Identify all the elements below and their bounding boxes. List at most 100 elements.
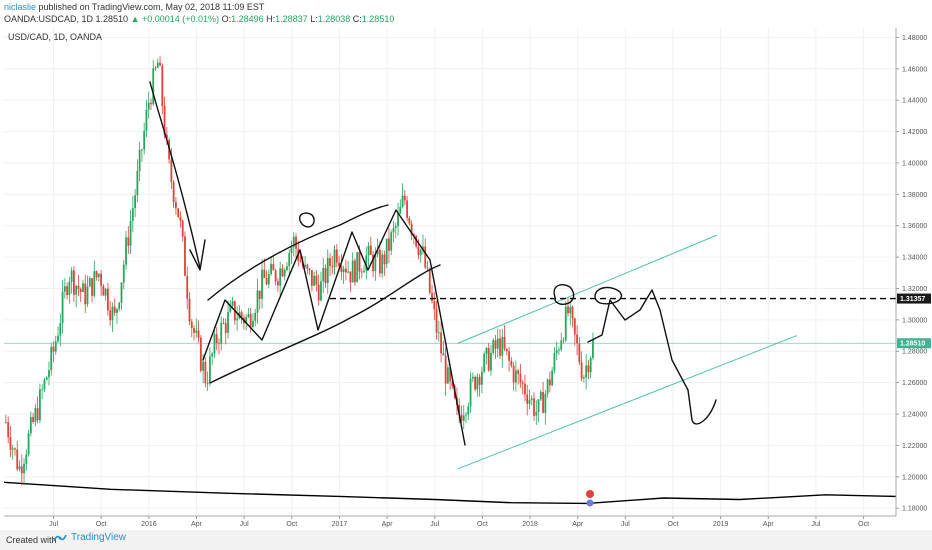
candle-body <box>23 463 25 474</box>
y-tick-label: 1.22000 <box>902 443 927 450</box>
event-flag-icon <box>586 490 594 498</box>
candle-body <box>365 255 368 271</box>
candle-body <box>88 278 91 287</box>
x-tick-label: Apr <box>382 521 394 528</box>
candle-body <box>383 254 386 265</box>
candle-body <box>245 316 248 324</box>
candle-body <box>113 306 116 313</box>
close-label: C: <box>352 14 362 24</box>
y-tick-label: 1.42000 <box>902 129 927 136</box>
candle-body <box>27 433 30 455</box>
candle-body <box>93 271 96 296</box>
candle-body <box>419 249 422 256</box>
candle-body <box>340 266 343 273</box>
candle-body <box>329 258 331 267</box>
candle-body <box>197 330 200 338</box>
candle-body <box>82 283 84 293</box>
candle-body <box>147 102 150 110</box>
candle-body <box>304 264 306 267</box>
candle-body <box>9 437 12 450</box>
candle-body <box>333 249 336 268</box>
grid-lines <box>4 28 896 516</box>
candle-body <box>544 393 547 413</box>
candle-body <box>505 348 508 352</box>
footer: Created with TradingView <box>0 530 932 550</box>
candle-body <box>567 306 569 314</box>
candle-body <box>349 271 352 283</box>
close-value: 1.28510 <box>361 14 395 24</box>
down-arrow-head <box>189 239 206 271</box>
candle-body <box>263 269 266 279</box>
candle-body <box>573 318 576 335</box>
candle-body <box>558 349 560 351</box>
candle-body <box>458 404 461 415</box>
y-tick-label: 1.40000 <box>902 160 927 167</box>
candle-body <box>519 373 522 383</box>
candle-body <box>36 408 39 421</box>
candle-body <box>510 360 513 366</box>
candle-body <box>208 356 211 383</box>
candle-body <box>7 422 10 438</box>
y-tick-label: 1.38000 <box>902 192 927 199</box>
candle-body <box>460 414 463 421</box>
candle-body <box>317 284 320 301</box>
candle-body <box>433 301 436 310</box>
candle-body <box>442 353 445 356</box>
y-tick-label: 1.32000 <box>902 286 927 293</box>
candle-body <box>111 306 114 321</box>
candle-body <box>295 236 297 249</box>
current-price-tag-text: 1.28510 <box>900 341 925 348</box>
candle-body <box>440 332 442 354</box>
x-tick-label: Apr <box>191 521 203 528</box>
candle-body <box>215 334 218 344</box>
candle-body <box>134 195 137 209</box>
candle-body <box>204 361 207 384</box>
candle-body <box>376 249 379 255</box>
candle-body <box>143 130 146 150</box>
y-tick-label: 1.30000 <box>902 317 927 324</box>
tradingview-brand-text: TradingView <box>71 532 127 543</box>
candle-body <box>446 367 449 384</box>
candle-body <box>79 288 82 293</box>
candle-body <box>274 270 277 282</box>
zigzag-wave <box>202 209 466 446</box>
candle-body <box>471 376 474 379</box>
symbol-label: OANDA:USDCAD, 1D <box>4 14 94 24</box>
candle-body <box>480 371 483 385</box>
candle-body <box>48 370 50 378</box>
chart-panel[interactable] <box>0 28 932 530</box>
candle-body <box>560 340 563 350</box>
candle-body <box>517 370 520 374</box>
candle-body <box>351 260 354 283</box>
author-link[interactable]: niclaslie <box>4 2 37 12</box>
candle-body <box>75 285 78 295</box>
candle-body <box>236 318 238 321</box>
candle-body <box>338 262 340 267</box>
x-tick-label: Jul <box>811 521 820 528</box>
candle-body <box>358 252 361 272</box>
candle-body <box>29 417 32 434</box>
candle-body <box>68 281 71 295</box>
candle-body <box>585 365 588 378</box>
candle-body <box>102 285 105 296</box>
x-tick-label: Apr <box>572 521 584 528</box>
candle-body <box>526 394 529 404</box>
candle-body <box>57 335 59 342</box>
candle-body <box>229 305 232 313</box>
candle-body <box>542 391 544 413</box>
candle-body <box>97 273 100 278</box>
candle-body <box>492 340 495 353</box>
candle-body <box>138 149 141 171</box>
publish-info: published on TradingView.com, May 02, 20… <box>38 2 265 12</box>
candle-body <box>487 348 490 371</box>
tradingview-brand[interactable]: TradingView <box>52 532 126 543</box>
candle-body <box>272 263 275 271</box>
candle-body <box>256 290 259 313</box>
candle-body <box>152 68 155 105</box>
candle-body <box>290 247 293 254</box>
channel-lower-line <box>457 335 798 470</box>
candle-body <box>374 254 377 272</box>
candle-body <box>354 260 356 283</box>
candle-body <box>576 334 578 344</box>
